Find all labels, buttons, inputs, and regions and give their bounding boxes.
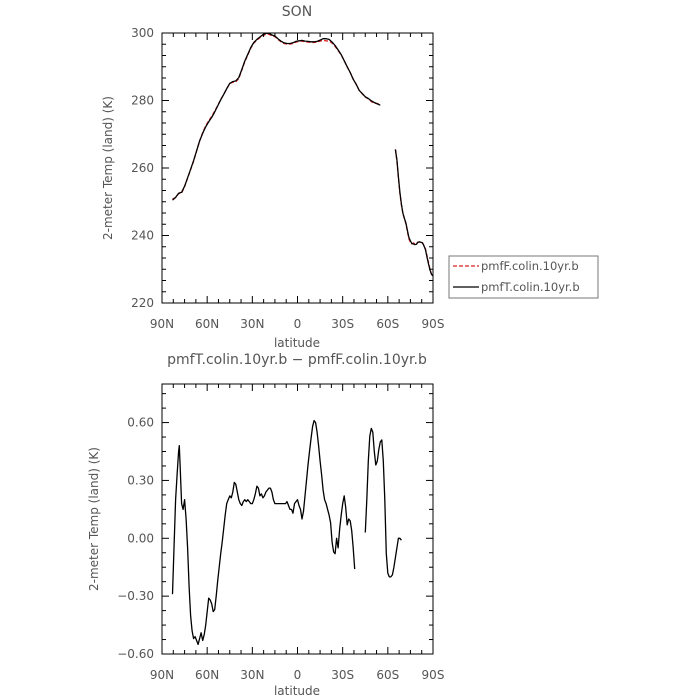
- series-bottom-0-segment-1: [364, 427, 402, 578]
- legend-label-pmfT: pmfT.colin.10yr.b: [481, 280, 580, 294]
- legend-label-pmfF: pmfF.colin.10yr.b: [481, 259, 579, 273]
- x-tick-label: 0: [294, 668, 302, 682]
- y-tick-label: −0.30: [117, 589, 154, 603]
- y-tick-label: 0.60: [127, 416, 154, 430]
- legend-box: [448, 255, 599, 299]
- series-top-0-segment-0: [172, 33, 381, 200]
- x-tick-label: 90N: [150, 317, 174, 331]
- chart-bottom: pmfT.colin.10yr.b − pmfF.colin.10yr.b −0…: [87, 352, 444, 698]
- y-tick-label: 240: [131, 229, 154, 243]
- x-tick-label: 60S: [376, 317, 399, 331]
- x-tick-label: 60N: [195, 317, 219, 331]
- chart-bottom-ylabel: 2-meter Temp (land) (K): [87, 447, 101, 591]
- y-tick-label: −0.60: [117, 647, 154, 661]
- chart-bottom-frame: [161, 383, 434, 655]
- chart-top-ylabel: 2-meter Temp (land) (K): [101, 96, 115, 240]
- chart-top-xlabel: latitude: [274, 336, 320, 350]
- x-tick-label: 60S: [376, 668, 399, 682]
- x-tick-label: 90N: [150, 668, 174, 682]
- x-tick-label: 0: [294, 317, 302, 331]
- x-tick-label: 30S: [331, 317, 354, 331]
- y-tick-label: 300: [131, 26, 154, 40]
- chart-top: SON 220 240 260 280 300 90N 60N 30N 0 30S 60S 90S l…: [101, 4, 599, 350]
- series-top-1-segment-1: [394, 149, 434, 277]
- x-tick-label: 60N: [195, 668, 219, 682]
- legend: pmfF.colin.10yr.b pmfT.colin.10yr.b: [448, 255, 599, 299]
- y-tick-label: 0.30: [127, 473, 154, 487]
- chart-bottom-title: pmfT.colin.10yr.b − pmfF.colin.10yr.b: [167, 352, 427, 368]
- x-tick-label: 30N: [240, 668, 264, 682]
- chart-top-title: SON: [282, 4, 312, 20]
- x-tick-label: 30S: [331, 668, 354, 682]
- x-tick-label: 90S: [422, 668, 445, 682]
- y-tick-label: 0.00: [127, 531, 154, 545]
- chart-bottom-xlabel: latitude: [274, 684, 320, 698]
- y-tick-label: 280: [131, 94, 154, 108]
- x-tick-label: 30N: [240, 317, 264, 331]
- y-tick-label: 260: [131, 161, 154, 175]
- chart-top-frame: [161, 32, 434, 304]
- x-tick-label: 90S: [422, 317, 445, 331]
- y-tick-label: 220: [131, 296, 154, 310]
- series-top-1-segment-0: [172, 32, 381, 201]
- series-bottom-0-segment-0: [171, 419, 356, 646]
